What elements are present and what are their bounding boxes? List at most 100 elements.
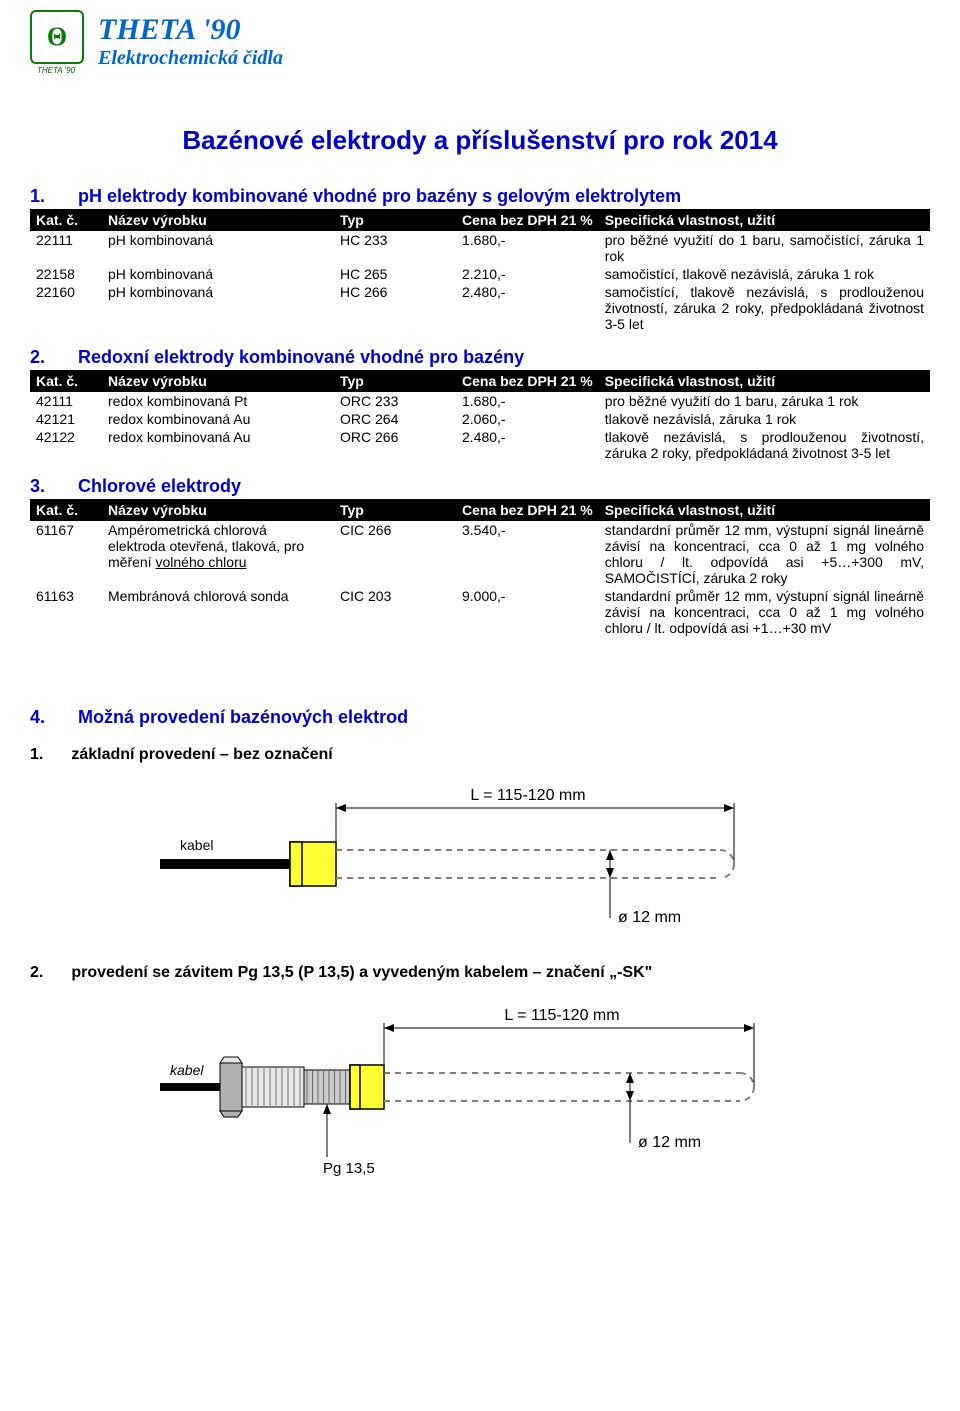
table-cell: Membránová chlorová sonda	[102, 587, 334, 637]
table-row: 22158pH kombinovanáHC 2652.210,-samočist…	[30, 265, 930, 283]
table-row: 22111pH kombinovanáHC 2331.680,-pro běžn…	[30, 231, 930, 265]
table-header: Kat. č.	[30, 370, 102, 392]
product-table: Kat. č.Název výrobkuTypCena bez DPH 21 %…	[30, 499, 930, 637]
table-cell: 2.060,-	[456, 410, 599, 428]
table-cell: pH kombinovaná	[102, 283, 334, 333]
svg-text:L = 115-120 mm: L = 115-120 mm	[470, 787, 585, 804]
table-cell: 61163	[30, 587, 102, 637]
table-cell: standardní průměr 12 mm, výstupní signál…	[599, 521, 930, 587]
variant2-heading: 2. provedení se závitem Pg 13,5 (P 13,5)…	[30, 964, 930, 982]
section-title: pH elektrody kombinované vhodné pro bazé…	[78, 186, 681, 207]
table-cell: pro běžné využití do 1 baru, záruka 1 ro…	[599, 392, 930, 410]
table-header: Název výrobku	[102, 370, 334, 392]
svg-text:L = 115-120 mm: L = 115-120 mm	[504, 1007, 619, 1024]
table-cell: HC 265	[334, 265, 456, 283]
table-cell: ORC 266	[334, 428, 456, 462]
table-cell: ORC 264	[334, 410, 456, 428]
table-cell: 22111	[30, 231, 102, 265]
logo-subtitle: Elektrochemická čidla	[98, 47, 283, 70]
table-cell: 2.480,-	[456, 428, 599, 462]
variant1-num: 1.	[30, 746, 43, 764]
diagram1-wrap: kabel L = 115-120 mm ø 12 mm	[30, 774, 930, 934]
section-heading: 3. Chlorové elektrody	[30, 476, 930, 497]
table-cell: 22158	[30, 265, 102, 283]
table-cell: pro běžné využití do 1 baru, samočistící…	[599, 231, 930, 265]
logo-badge-sub: THETA '90	[37, 66, 75, 75]
logo-symbol: Θ	[47, 22, 67, 52]
table-cell: redox kombinovaná Pt	[102, 392, 334, 410]
table-cell: 42111	[30, 392, 102, 410]
table-row: 22160pH kombinovanáHC 2662.480,-samočist…	[30, 283, 930, 333]
table-row: 42122redox kombinovaná AuORC 2662.480,-t…	[30, 428, 930, 462]
variant2-num: 2.	[30, 964, 43, 982]
table-header: Specifická vlastnost, užití	[599, 209, 930, 231]
table-cell: 1.680,-	[456, 392, 599, 410]
table-cell: tlakově nezávislá, záruka 1 rok	[599, 410, 930, 428]
logo-badge: Θ	[30, 10, 84, 64]
svg-text:ø 12 mm: ø 12 mm	[638, 1134, 701, 1151]
table-row: 61163Membránová chlorová sondaCIC 2039.0…	[30, 587, 930, 637]
table-cell: 1.680,-	[456, 231, 599, 265]
table-header: Typ	[334, 370, 456, 392]
section-title: Redoxní elektrody kombinované vhodné pro…	[78, 347, 524, 368]
table-cell: redox kombinovaná Au	[102, 410, 334, 428]
table-cell: 42121	[30, 410, 102, 428]
table-row: 42121redox kombinovaná AuORC 2642.060,-t…	[30, 410, 930, 428]
table-header: Typ	[334, 499, 456, 521]
table-cell: CIC 203	[334, 587, 456, 637]
table-header: Název výrobku	[102, 499, 334, 521]
table-cell: samočistící, tlakově nezávislá, záruka 1…	[599, 265, 930, 283]
table-cell: HC 233	[334, 231, 456, 265]
product-table: Kat. č.Název výrobkuTypCena bez DPH 21 %…	[30, 370, 930, 462]
table-cell: standardní průměr 12 mm, výstupní signál…	[599, 587, 930, 637]
section-num: 1.	[30, 186, 50, 207]
svg-text:kabel: kabel	[180, 837, 213, 853]
table-header: Název výrobku	[102, 209, 334, 231]
table-cell: CIC 266	[334, 521, 456, 587]
page-title: Bazénové elektrody a příslušenství pro r…	[30, 125, 930, 156]
table-cell: HC 266	[334, 283, 456, 333]
table-row: 42111redox kombinovaná PtORC 2331.680,-p…	[30, 392, 930, 410]
table-cell: samočistící, tlakově nezávislá, s prodlo…	[599, 283, 930, 333]
section4-heading: 4. Možná provedení bazénových elektrod	[30, 707, 930, 728]
section-heading: 2. Redoxní elektrody kombinované vhodné p…	[30, 347, 930, 368]
table-header: Cena bez DPH 21 %	[456, 499, 599, 521]
table-cell: 42122	[30, 428, 102, 462]
table-cell: 2.480,-	[456, 283, 599, 333]
table-header: Kat. č.	[30, 209, 102, 231]
table-cell: 3.540,-	[456, 521, 599, 587]
table-row: 61167Ampérometrická chlorová elektroda o…	[30, 521, 930, 587]
electrode-diagram-basic: kabel L = 115-120 mm ø 12 mm	[160, 774, 800, 934]
section-num: 3.	[30, 476, 50, 497]
section-title: Chlorové elektrody	[78, 476, 241, 497]
table-header: Typ	[334, 209, 456, 231]
variant1-title: základní provedení – bez označení	[71, 746, 332, 764]
table-cell: pH kombinovaná	[102, 265, 334, 283]
table-cell: 22160	[30, 283, 102, 333]
section-heading: 1. pH elektrody kombinované vhodné pro ba…	[30, 186, 930, 207]
variant2-title: provedení se závitem Pg 13,5 (P 13,5) a …	[71, 964, 652, 982]
section-num: 2.	[30, 347, 50, 368]
svg-text:ø 12 mm: ø 12 mm	[618, 909, 681, 926]
table-cell: redox kombinovaná Au	[102, 428, 334, 462]
product-table: Kat. č.Název výrobkuTypCena bez DPH 21 %…	[30, 209, 930, 333]
table-cell: 2.210,-	[456, 265, 599, 283]
table-cell: 9.000,-	[456, 587, 599, 637]
table-cell: tlakově nezávislá, s prodlouženou životn…	[599, 428, 930, 462]
table-cell: pH kombinovaná	[102, 231, 334, 265]
section4-title: Možná provedení bazénových elektrod	[78, 707, 408, 728]
svg-text:kabel: kabel	[170, 1062, 204, 1078]
svg-text:Pg 13,5: Pg 13,5	[323, 1160, 375, 1177]
table-header: Specifická vlastnost, užití	[599, 499, 930, 521]
table-header: Cena bez DPH 21 %	[456, 209, 599, 231]
variant1-heading: 1. základní provedení – bez označení	[30, 746, 930, 764]
section4-num: 4.	[30, 707, 50, 728]
table-header: Cena bez DPH 21 %	[456, 370, 599, 392]
logo-title: THETA '90	[98, 15, 283, 45]
table-cell: 61167	[30, 521, 102, 587]
diagram2-wrap: kabel L = 115-120 mm ø 12 mm Pg 13,5	[30, 992, 930, 1192]
table-cell: Ampérometrická chlorová elektroda otevře…	[102, 521, 334, 587]
table-header: Kat. č.	[30, 499, 102, 521]
table-cell: ORC 233	[334, 392, 456, 410]
logo-header: Θ THETA '90 THETA '90 Elektrochemická či…	[30, 10, 930, 75]
